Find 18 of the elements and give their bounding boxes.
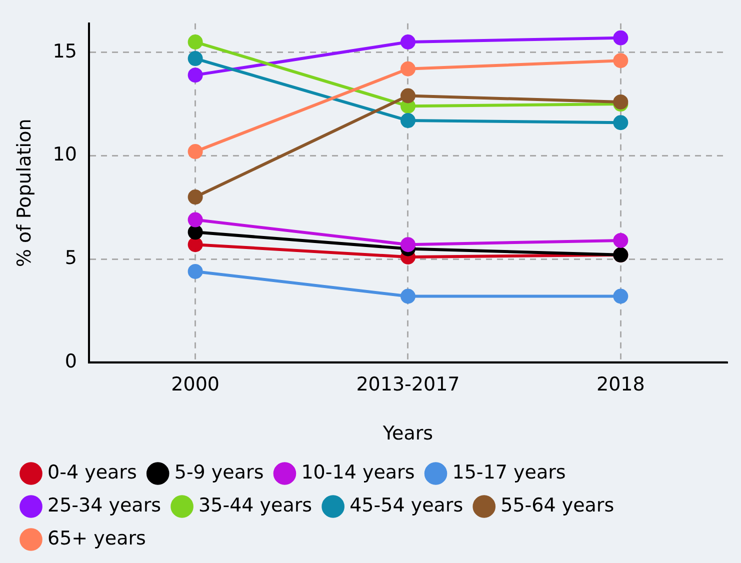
legend-label: 10-14 years xyxy=(301,461,415,484)
legend-label: 15-17 years xyxy=(452,461,566,484)
x-tick-label: 2018 xyxy=(596,374,645,396)
y-axis-title: % of Population xyxy=(13,118,36,268)
legend-label: 55-64 years xyxy=(500,494,614,516)
legend-label: 65+ years xyxy=(48,527,146,550)
y-tick-label: 5 xyxy=(64,246,77,269)
legend-label: 45-54 years xyxy=(350,494,464,516)
legend-label: 5-9 years xyxy=(174,461,264,484)
y-tick-label: 15 xyxy=(52,40,77,62)
legend-label: 35-44 years xyxy=(198,494,312,516)
y-tick-label: 10 xyxy=(52,144,77,166)
legend-label: 25-34 years xyxy=(48,494,162,516)
x-tick-label: 2000 xyxy=(171,374,220,396)
x-axis-title: Years xyxy=(382,422,434,445)
legend-label: 0-4 years xyxy=(48,461,137,484)
y-tick-label: 0 xyxy=(64,350,77,372)
x-tick-label: 2013-2017 xyxy=(356,374,460,396)
